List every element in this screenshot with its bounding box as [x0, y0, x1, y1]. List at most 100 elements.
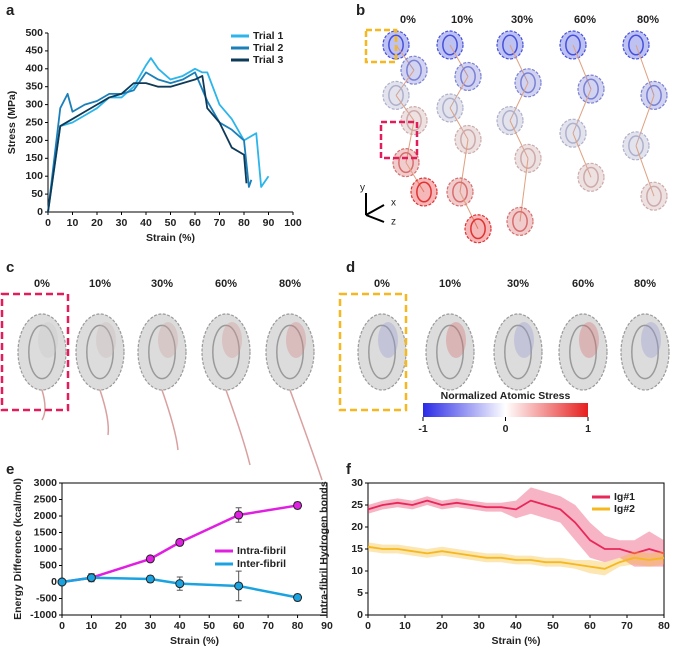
legend-label: Ig#1	[614, 491, 635, 503]
series-line	[47, 71, 253, 213]
protein-strands	[502, 34, 518, 56]
x-tick-label: 10	[86, 620, 98, 632]
strain-label: 80%	[634, 278, 656, 290]
y-tick-label: 30	[351, 477, 363, 489]
y-tick-label: 50	[31, 188, 43, 200]
x-tick-label: 40	[140, 217, 152, 229]
y-tick-label: 25	[351, 499, 363, 511]
y-tick-label: -500	[36, 592, 57, 604]
strain-label: 30%	[511, 14, 533, 26]
axis-glyph-label: z	[391, 217, 396, 228]
protein-domain	[620, 313, 670, 391]
stress-patch	[446, 322, 466, 358]
protein-strands	[86, 324, 114, 380]
marker	[145, 574, 155, 584]
strain-label: 10%	[89, 278, 111, 290]
tail	[99, 389, 110, 436]
protein-strands	[631, 324, 659, 380]
y-tick-label: 2500	[34, 493, 58, 505]
series-line	[47, 75, 248, 213]
y-tick-label: 10	[351, 565, 363, 577]
colorbar-tick-label: 0	[503, 423, 509, 435]
linker	[449, 76, 469, 109]
protein-strands	[520, 147, 536, 169]
x-tick-label: 20	[436, 620, 448, 632]
y-tick-label: 0	[37, 206, 43, 218]
linker	[395, 69, 415, 96]
linker	[459, 191, 479, 229]
protein-domain	[464, 214, 492, 244]
y-tick-label: 350	[25, 80, 43, 92]
linker	[395, 95, 415, 121]
protein-strands	[520, 72, 536, 94]
protein-strands	[212, 324, 240, 380]
legend-label: Trial 2	[253, 42, 284, 54]
protein-strands	[452, 181, 468, 203]
protein-strands	[406, 59, 422, 81]
panel-letter: c	[6, 259, 14, 276]
protein-domain	[410, 177, 438, 207]
strain-label: 0%	[400, 14, 416, 26]
y-tick-label: 100	[25, 170, 43, 182]
protein-strands	[583, 166, 599, 188]
series-line	[367, 499, 665, 555]
marker	[145, 554, 155, 564]
protein-domain	[17, 313, 67, 391]
x-tick-label: 60	[189, 217, 201, 229]
x-tick-label: 20	[115, 620, 127, 632]
strain-label: 0%	[34, 278, 50, 290]
protein-strands	[416, 181, 432, 203]
tail	[225, 389, 251, 466]
linker	[509, 120, 529, 159]
marker	[175, 579, 185, 589]
legend-label: Intra-fibril	[237, 545, 286, 557]
stress-patch	[579, 322, 599, 358]
protein-strands	[442, 97, 458, 119]
strain-label: 0%	[374, 278, 390, 290]
panel-letter: b	[356, 2, 365, 19]
stress-patch	[96, 322, 116, 358]
stress-patch	[158, 322, 178, 358]
y-tick-label: 300	[25, 98, 43, 110]
protein-strands	[460, 65, 476, 88]
tail	[41, 389, 46, 421]
y-tick-label: 500	[25, 27, 43, 39]
x-tick-label: 70	[262, 620, 274, 632]
tail	[289, 389, 323, 481]
protein-domain	[265, 313, 315, 391]
stress-patch	[222, 322, 242, 358]
series-line	[47, 57, 270, 213]
panel-letter: e	[6, 461, 14, 478]
y-tick-label: 1000	[34, 543, 58, 555]
x-tick-label: 90	[321, 620, 333, 632]
highlight-box	[364, 28, 398, 64]
linker	[449, 107, 469, 140]
y-axis-label: Intra-fibril Hydrogen bonds	[318, 481, 330, 616]
linker	[405, 162, 425, 193]
legend-label: Ig#2	[614, 503, 635, 515]
linker	[449, 44, 469, 77]
linker	[572, 44, 592, 90]
x-tick-label: 50	[203, 620, 215, 632]
protein-strands	[470, 218, 486, 240]
strain-label: 10%	[451, 14, 473, 26]
y-axis-label: Energy Difference (kcal/mol)	[12, 478, 24, 620]
linker	[395, 44, 415, 71]
protein-strands	[569, 324, 597, 380]
protein-strands	[460, 128, 476, 151]
panel-letter: f	[346, 461, 352, 478]
protein-strands	[502, 110, 518, 132]
highlight-box	[0, 292, 70, 412]
protein-strands	[442, 34, 458, 56]
y-tick-label: 1500	[34, 526, 58, 538]
strain-label: 60%	[574, 14, 596, 26]
protein-domain	[558, 313, 608, 391]
protein-strands	[628, 135, 644, 157]
protein-strands	[388, 84, 404, 106]
linker	[509, 44, 529, 84]
x-axis-label: Strain (%)	[491, 635, 540, 647]
legend-label: Inter-fibril	[237, 558, 286, 570]
protein-strands	[28, 324, 56, 380]
protein-strands	[628, 34, 644, 56]
colorbar-tick-label: -1	[418, 423, 427, 435]
